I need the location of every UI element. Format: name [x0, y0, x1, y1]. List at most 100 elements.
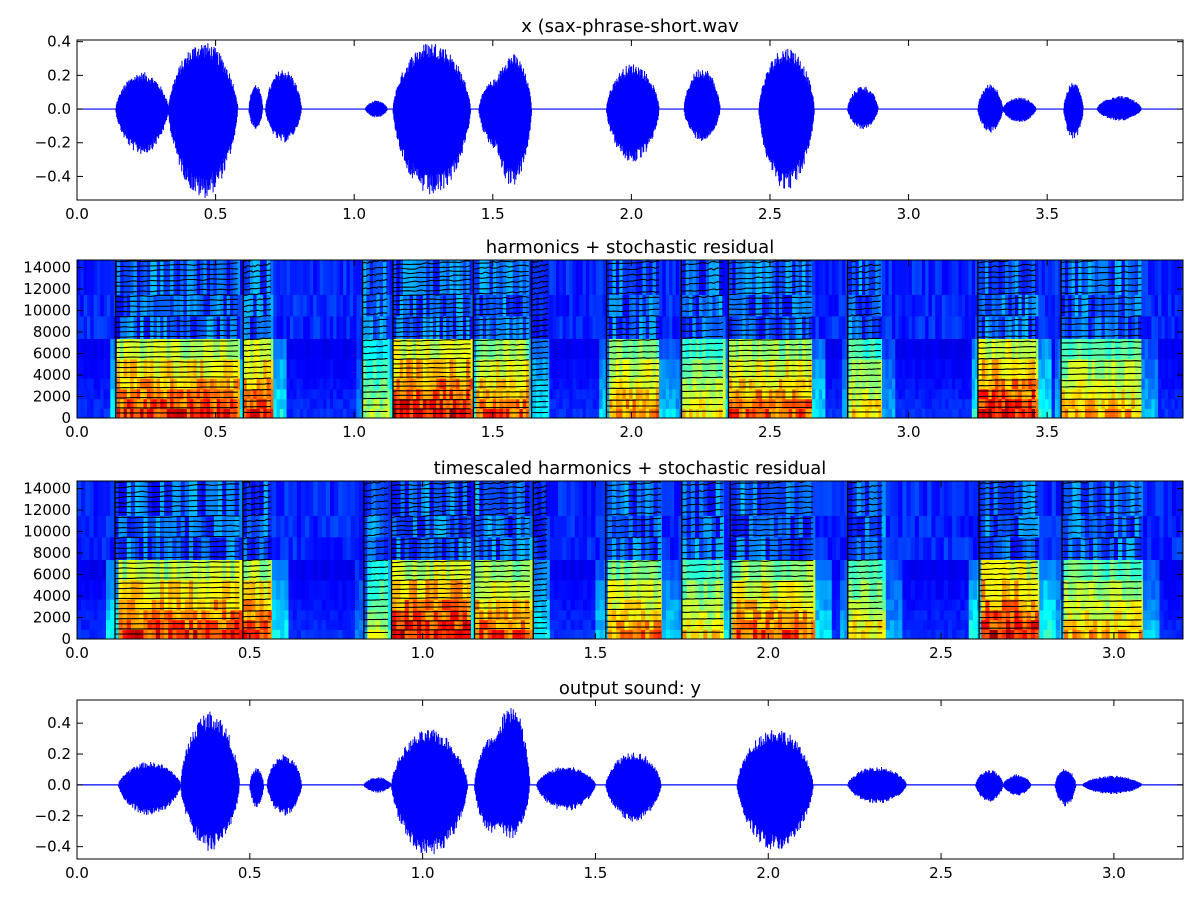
spectrogram-cell: [757, 610, 762, 621]
harmonic-track: [473, 322, 529, 326]
spectrogram-cell: [612, 378, 617, 390]
spectrogram-cell: [396, 619, 402, 630]
spectrogram-cell: [868, 294, 873, 317]
spectrogram-cell: [878, 389, 883, 400]
spectrogram-cell: [504, 515, 509, 538]
spectrogram-cell: [533, 619, 538, 630]
spectrogram-cell: [815, 389, 820, 400]
spectrogram-cell: [775, 378, 780, 390]
spectrogram-cell: [197, 559, 202, 581]
spectrogram-cell: [1108, 378, 1113, 390]
spectrogram-cell: [582, 315, 587, 339]
spectrogram-cell: [240, 294, 244, 317]
spectrogram-cell: [293, 398, 298, 409]
spectrogram-cell: [520, 610, 526, 621]
spectrogram-cell: [719, 389, 723, 400]
spectrogram-cell: [802, 338, 806, 360]
spectrogram-cell: [299, 315, 304, 339]
spectrogram-cell: [276, 294, 281, 317]
spectrogram-cell: [1148, 358, 1152, 379]
spectrogram-cell: [802, 315, 806, 339]
spectrogram-cell: [222, 629, 227, 639]
spectrogram-cell: [133, 378, 138, 390]
spectrogram-cell: [276, 358, 281, 379]
spectrogram-cell: [882, 294, 886, 317]
spectrogram-cell: [486, 358, 490, 379]
spectrogram-cell: [1161, 260, 1166, 295]
axes-frame-harmonics: [76, 259, 1184, 419]
spectrogram-cell: [499, 338, 504, 360]
spectrogram-cell: [236, 408, 241, 418]
spectrogram-cell: [559, 260, 564, 295]
spectrogram-cell: [180, 378, 184, 390]
spectrogram-cell: [176, 610, 182, 621]
spectrogram-cell: [612, 629, 617, 639]
spectrogram-cell: [106, 389, 111, 400]
spectrogram-cell: [898, 378, 903, 390]
spectrogram-cell: [1138, 315, 1142, 339]
spectrogram-cell: [662, 408, 667, 418]
spectrogram-cell: [83, 338, 88, 360]
spectrogram-cell: [672, 358, 677, 379]
spectrogram-cell: [126, 358, 131, 379]
spectrogram-cell: [426, 398, 431, 409]
spectrogram-cell: [624, 481, 630, 516]
spectrogram-cell: [595, 481, 601, 516]
spectrogram-cell: [619, 378, 624, 390]
spectrogram-cell: [333, 338, 337, 360]
spectrogram-cell: [589, 389, 594, 400]
spectrogram-cell: [449, 315, 454, 339]
spectrogram-cell: [748, 358, 753, 379]
spectrogram-cell: [93, 338, 98, 360]
spectrogram-cell: [329, 315, 334, 339]
spectrogram-cell: [118, 619, 124, 630]
harmonic-track: [243, 280, 272, 285]
spectrogram-cell: [782, 389, 787, 400]
spectrogram-cell: [908, 294, 913, 317]
spectrogram-cell: [1104, 389, 1109, 400]
spectrogram-cell: [1048, 378, 1053, 390]
harmonic-track: [531, 324, 549, 328]
spectrogram-cell: [419, 338, 424, 360]
spectrogram-cell: [1081, 378, 1086, 390]
harmonic-track: [115, 350, 238, 354]
spectrogram-cell: [486, 338, 490, 360]
spectrogram-cell: [504, 579, 509, 600]
spectrogram-cell: [429, 389, 434, 400]
spectrogram-cell: [802, 358, 806, 379]
spectrogram-cell: [116, 294, 121, 317]
spectrogram-cell: [795, 294, 800, 317]
spectrogram-cell: [339, 338, 344, 360]
spectrogram-cell: [429, 559, 435, 581]
spectrogram-cell: [971, 294, 976, 317]
axes-frame-input: [76, 39, 1184, 201]
spectrogram-cell: [164, 559, 169, 581]
spectrogram-cell: [628, 536, 634, 560]
spectrogram-cell: [330, 481, 335, 516]
spectrogram-cell: [289, 378, 294, 390]
spectrogram-cell: [1104, 315, 1109, 339]
spectrogram-cell: [705, 408, 710, 418]
spectrogram-cell: [218, 629, 223, 639]
spectrogram-cell: [110, 378, 115, 390]
spectrogram-cell: [1071, 389, 1076, 400]
spectrogram-cell: [958, 260, 963, 295]
harmonic-track: [847, 275, 881, 281]
spectrogram-cell: [719, 619, 725, 630]
spectrogram-cell: [379, 389, 384, 400]
harmonic-track: [606, 357, 660, 360]
spectrogram-cell: [469, 294, 474, 317]
spectrogram-cell: [818, 398, 823, 409]
spectrogram-cell: [200, 398, 204, 409]
spectrogram-cell: [911, 398, 916, 409]
spectrogram-cell: [772, 398, 777, 409]
spectrogram-cell: [201, 619, 207, 630]
spectrogram-cell: [541, 610, 547, 621]
spectrogram-cell: [369, 398, 374, 409]
spectrogram-cell: [529, 536, 534, 560]
spectrogram-cell: [110, 260, 115, 295]
spectrogram-cell: [504, 610, 509, 621]
spectrogram-cell: [729, 315, 733, 339]
spectrogram-cell: [772, 358, 777, 379]
spectrogram-cell: [670, 610, 675, 621]
